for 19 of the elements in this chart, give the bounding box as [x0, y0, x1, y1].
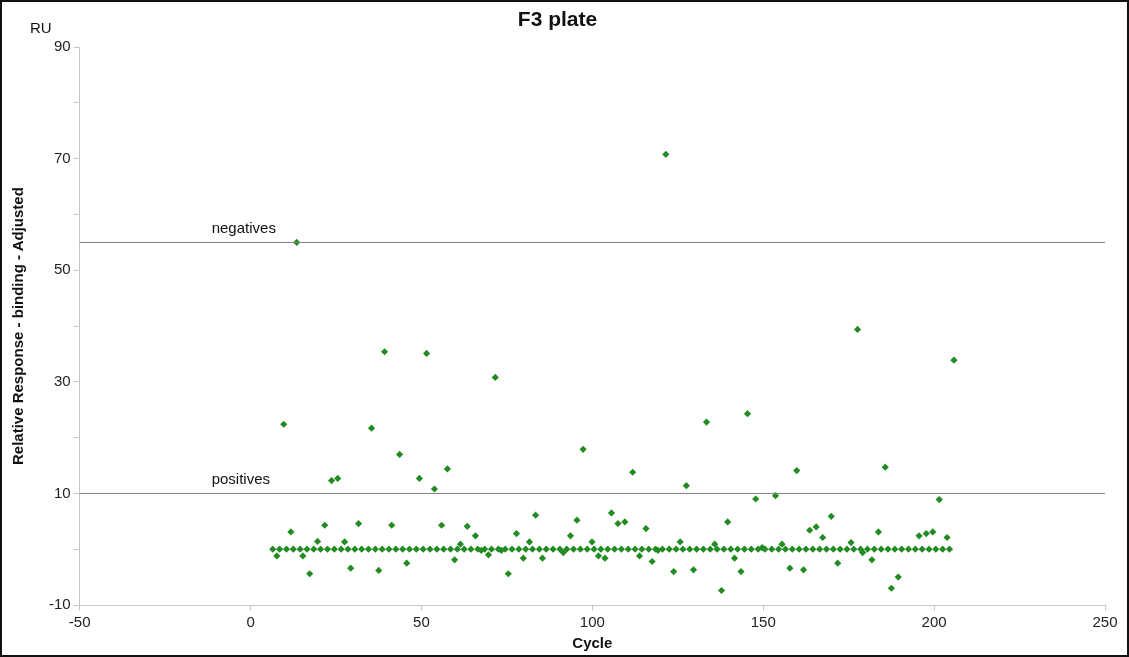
- x-tick-label: 100: [579, 613, 605, 631]
- x-tick-label: 250: [1092, 613, 1118, 631]
- y-tick-label: 70: [53, 148, 71, 166]
- chart-title: F3 plate: [517, 7, 598, 31]
- ref-line-label: positives: [211, 470, 271, 488]
- x-tick-label: -50: [68, 613, 91, 631]
- y-tick-label: 10: [53, 483, 71, 501]
- x-tick-label: 150: [750, 613, 776, 631]
- y-tick-label: 30: [53, 372, 71, 390]
- text: RU: [30, 19, 52, 37]
- y-tick-label: 50: [53, 260, 71, 278]
- y-tick-label: -10: [48, 595, 71, 613]
- ref-line-label: negatives: [211, 219, 276, 237]
- x-tick-label: 0: [246, 613, 255, 631]
- x-axis-title: Cycle: [572, 634, 613, 652]
- x-tick-label: 50: [413, 613, 430, 631]
- y-tick-label: 90: [53, 37, 71, 55]
- y-axis-title: Relative Response - binding - Adjusted: [9, 187, 27, 466]
- x-tick-label: 200: [921, 613, 947, 631]
